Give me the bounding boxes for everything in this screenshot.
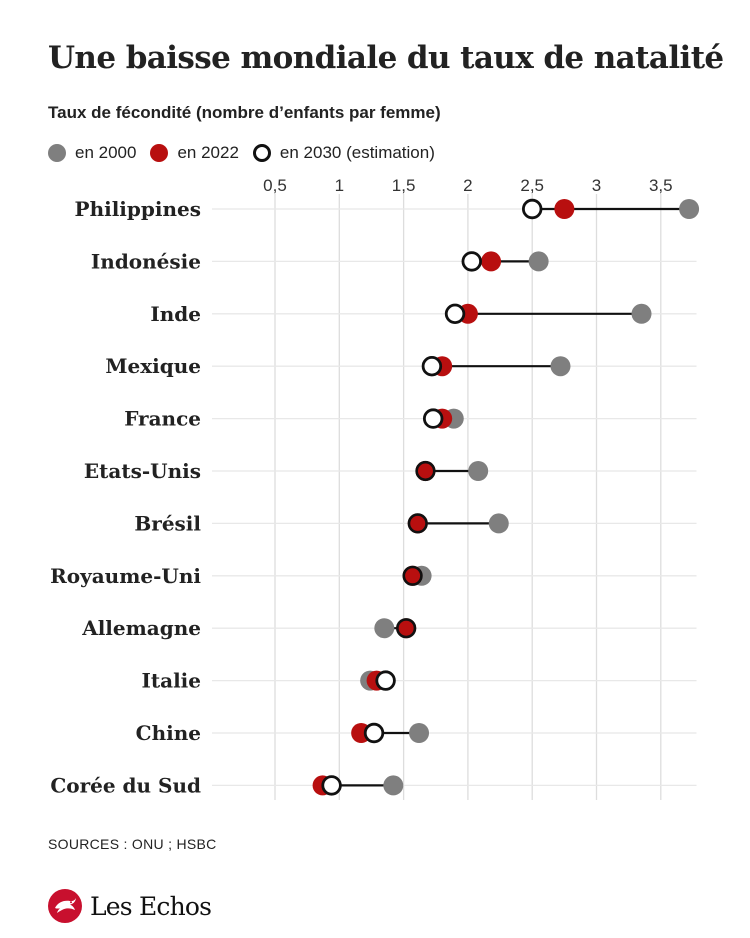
legend-item-2000: en 2000 <box>48 143 136 163</box>
country-label: Allemagne <box>81 616 201 640</box>
dot-2030 <box>396 618 417 639</box>
grey-dot-icon <box>48 144 66 162</box>
legend-item-2030: en 2030 (estimation) <box>252 143 435 163</box>
chart-title: Une baisse mondiale du taux de natalité <box>48 40 724 76</box>
tick-label: 2,5 <box>520 176 544 195</box>
tick-label: 1 <box>335 176 344 195</box>
tick-label: 2 <box>463 176 472 195</box>
country-label: Corée du Sud <box>50 773 201 797</box>
country-label: Philippines <box>75 197 201 221</box>
dot-2030 <box>444 303 466 325</box>
dot-2000 <box>468 461 489 481</box>
legend-label-2030: en 2030 (estimation) <box>279 143 435 162</box>
country-label: Etats-Unis <box>84 459 201 483</box>
dot-2000 <box>679 199 700 219</box>
legend-label-2000: en 2000 <box>75 143 137 162</box>
legend-item-2022: en 2022 <box>150 143 239 163</box>
dot-2022 <box>554 199 575 219</box>
tick-label: 3,5 <box>649 176 673 195</box>
dot-2000 <box>631 303 652 324</box>
dot-2022 <box>481 251 502 272</box>
open-circle-icon <box>252 144 271 162</box>
country-label: Indonésie <box>91 249 201 273</box>
dot-2030 <box>461 251 482 272</box>
country-label: France <box>124 407 201 431</box>
country-label: Royaume-Uni <box>50 564 201 588</box>
dot-2030 <box>402 565 423 586</box>
country-label: Mexique <box>105 354 201 378</box>
tick-label: 1,5 <box>392 176 416 195</box>
dot-2000 <box>374 618 395 639</box>
brand-name: Les Echos <box>90 891 212 921</box>
country-label: Italie <box>142 669 201 693</box>
dot-2000 <box>550 356 571 377</box>
dot-2030 <box>522 198 543 220</box>
tick-label: 3 <box>592 176 601 195</box>
country-label: Chine <box>136 721 201 745</box>
country-label: Inde <box>150 302 201 326</box>
dot-plot-chart: 0,5 1 1,5 2 2,5 3 3,5 Philippines Indonésie Inde M… <box>50 176 700 800</box>
dot-2000 <box>383 775 404 796</box>
dot-2030 <box>363 722 385 744</box>
dot-2000 <box>488 513 509 534</box>
brand-logo: Les Echos <box>48 889 212 923</box>
dot-2000 <box>528 251 549 272</box>
dot-2030 <box>407 513 428 534</box>
red-dot-icon <box>150 144 169 162</box>
legend: en 2000 en 2022 en 2030 (estimation) <box>48 143 449 163</box>
dot-2000 <box>409 723 430 743</box>
dot-2030 <box>321 775 342 796</box>
dot-2030 <box>422 408 444 429</box>
country-label: Brésil <box>134 511 201 535</box>
dot-2030 <box>415 460 436 482</box>
chart-subtitle: Taux de fécondité (nombre d’enfants par … <box>48 103 441 122</box>
les-echos-logo-icon <box>48 889 82 923</box>
tick-label: 0,5 <box>263 176 287 195</box>
legend-label-2022: en 2022 <box>177 143 239 162</box>
dot-2030 <box>375 670 396 691</box>
sources-note: SOURCES : ONU ; HSBC <box>48 836 217 852</box>
dot-2030 <box>421 355 443 377</box>
